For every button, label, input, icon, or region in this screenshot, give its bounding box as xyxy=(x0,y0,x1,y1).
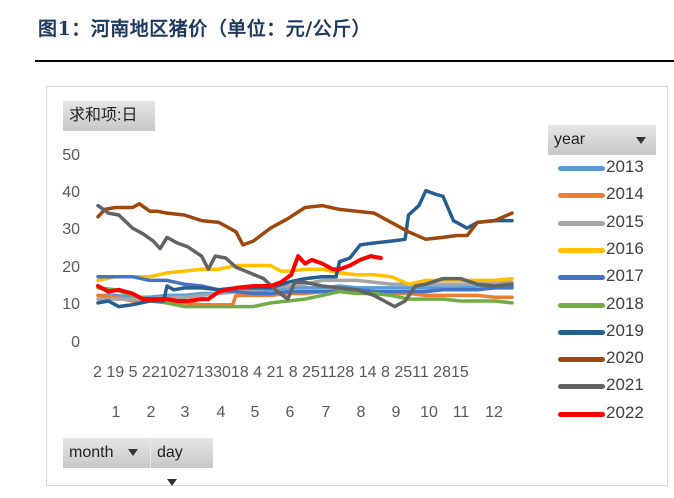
legend-item-2019[interactable]: 2019 xyxy=(558,319,668,346)
legend-swatch-icon xyxy=(558,275,605,281)
value-field-label: 求和项:日 xyxy=(69,107,138,124)
x-month-label: 8 xyxy=(356,404,366,421)
year-filter-button[interactable]: year xyxy=(548,125,656,155)
x-month-label: 3 xyxy=(180,404,190,421)
series-line-2019 xyxy=(96,188,514,309)
legend-item-2016[interactable]: 2016 xyxy=(558,237,668,264)
legend-label: 2013 xyxy=(606,157,644,176)
legend-swatch-icon xyxy=(558,247,605,253)
legend-swatch-icon xyxy=(558,384,605,390)
y-tick: 50 xyxy=(62,147,80,164)
series-line-2022 xyxy=(96,254,383,303)
y-tick: 30 xyxy=(62,221,80,238)
y-tick: 20 xyxy=(62,259,80,276)
legend-label: 2018 xyxy=(606,293,644,313)
month-field-label: month xyxy=(69,444,114,461)
legend-swatch-icon xyxy=(558,193,605,199)
y-tick: 0 xyxy=(71,334,80,351)
title-rule xyxy=(35,60,674,62)
x-month-label: 10 xyxy=(420,404,438,421)
x-month-label: 9 xyxy=(391,404,401,421)
figure-title: 图1：河南地区猪价（单位：元/公斤） xyxy=(38,18,372,40)
series-line-2013 xyxy=(96,284,514,300)
legend-label: 2019 xyxy=(606,320,644,340)
legend-item-2022[interactable]: 2022 xyxy=(558,401,668,428)
legend-item-2013[interactable]: 2013 xyxy=(558,155,668,182)
legend-label: 2016 xyxy=(606,238,644,258)
x-month-label: 7 xyxy=(321,404,331,421)
legend-item-2017[interactable]: 2017 xyxy=(558,264,668,291)
legend-swatch-icon xyxy=(558,357,605,363)
legend-label: 2017 xyxy=(606,266,644,286)
legend-label: 2020 xyxy=(606,348,644,368)
dropdown-arrow-icon xyxy=(127,449,138,457)
legend-swatch-icon xyxy=(558,220,605,226)
x-month-label: 12 xyxy=(485,404,503,421)
legend-item-2021[interactable]: 2021 xyxy=(558,373,668,400)
legend-label: 2022 xyxy=(606,402,644,422)
legend-item-2018[interactable]: 2018 xyxy=(558,292,668,319)
legend-item-2020[interactable]: 2020 xyxy=(558,346,668,373)
x-month-label: 6 xyxy=(285,404,295,421)
value-field-button[interactable]: 求和项:日 xyxy=(63,101,155,131)
legend-swatch-icon xyxy=(558,166,605,171)
x-month-label: 2 xyxy=(146,404,156,421)
x-axis-day-labels: 2 19 5 221027133018 4 21 8 251128 14 8 2… xyxy=(93,364,469,381)
x-month-label: 11 xyxy=(452,404,470,421)
dropdown-arrow-icon xyxy=(167,479,177,487)
day-filter-button[interactable]: day xyxy=(151,438,213,487)
legend-item-2015[interactable]: 2015 xyxy=(558,210,668,237)
y-tick: 40 xyxy=(62,184,80,201)
legend-swatch-icon xyxy=(558,302,605,308)
legend-swatch-icon xyxy=(558,329,605,335)
x-month-label: 5 xyxy=(250,404,260,421)
legend-label: 2015 xyxy=(606,211,644,231)
series-line-2017 xyxy=(96,274,514,296)
legend-label: 2014 xyxy=(606,184,644,204)
y-tick: 10 xyxy=(62,296,80,313)
month-filter-button[interactable]: month xyxy=(63,438,151,468)
year-field-label: year xyxy=(554,131,586,148)
series-line-2018 xyxy=(96,286,514,309)
dropdown-arrow-icon xyxy=(636,137,646,144)
series-line-2020 xyxy=(96,202,514,247)
x-month-label: 4 xyxy=(216,404,226,421)
day-field-label: day xyxy=(157,444,183,461)
x-month-label: 1 xyxy=(111,404,121,421)
legend-label: 2021 xyxy=(606,375,644,395)
legend-swatch-icon xyxy=(558,411,605,417)
series-line-2021 xyxy=(96,203,514,309)
legend-item-2014[interactable]: 2014 xyxy=(558,182,668,209)
